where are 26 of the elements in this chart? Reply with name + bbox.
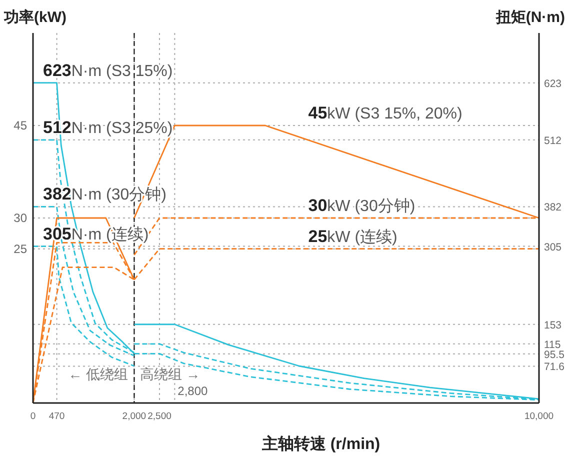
y2-tick-label: 512: [544, 134, 562, 147]
x-axis-title: 主轴转速 (r/min): [260, 434, 380, 453]
y-tick-label: 30: [14, 211, 28, 225]
annotation: 25kW (连续): [308, 226, 398, 246]
y-tick-label: 45: [14, 118, 28, 132]
y2-tick-label: 71.6: [544, 361, 565, 374]
annotation: 高绕组 →: [140, 366, 200, 382]
annotation: 30kW (30分钟): [308, 196, 416, 215]
y2-tick-label: 115: [544, 338, 561, 351]
annotation: 45kW (S3 15%, 20%): [308, 104, 462, 122]
y-tick-label: 25: [14, 242, 28, 256]
y2-tick-label: 382: [544, 202, 562, 214]
x-tick-label: 2,000: [122, 411, 146, 422]
y2-tick-label: 305: [544, 241, 562, 254]
x-tick-label: 2,500: [148, 411, 172, 422]
annotation: 623N·m (S3 15%): [43, 60, 173, 80]
y2-axis-title: 扭矩(N·m): [494, 9, 566, 26]
x-tick-label: 10,000: [524, 411, 554, 422]
y2-tick-label: 623: [544, 78, 562, 90]
ref-line-label: 2,800: [178, 384, 208, 398]
annotation: ← 低绕组: [68, 366, 128, 382]
y-axis-title: 功率(kW): [3, 8, 66, 26]
y2-tick-label: 153: [544, 319, 562, 332]
y2-tick-label: 95.5: [544, 348, 565, 361]
x-tick-label: 0: [30, 411, 36, 422]
x-tick-label: 470: [48, 411, 65, 422]
